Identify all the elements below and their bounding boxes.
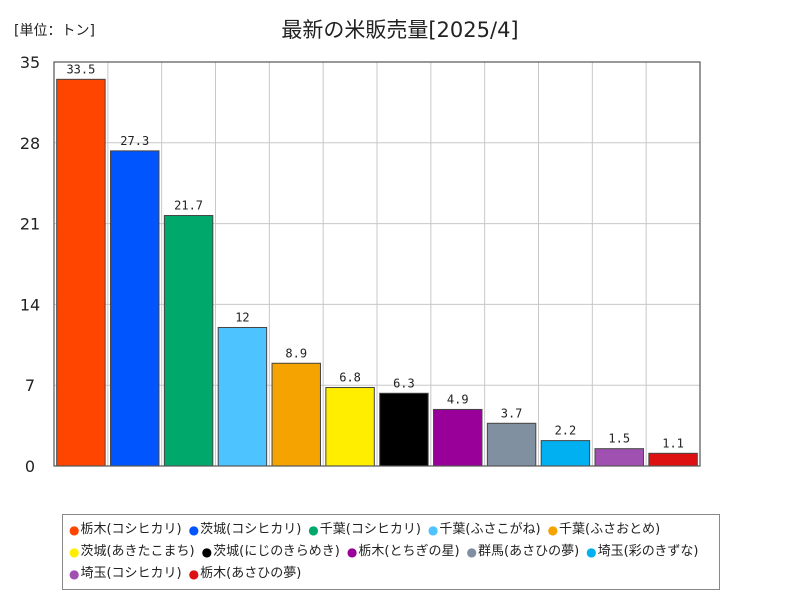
data-label: 6.3 — [393, 376, 415, 390]
bar — [433, 408, 483, 467]
bar — [648, 452, 698, 467]
data-label: 1.1 — [662, 436, 684, 450]
bar — [540, 440, 591, 467]
data-label: 8.9 — [285, 346, 307, 360]
legend-label: 群馬(あさひの夢) — [478, 544, 580, 559]
legend-label: 茨城(あきたこまち) — [80, 544, 195, 559]
legend-label: 埼玉(彩のきずな) — [597, 544, 699, 559]
legend-item: ● 栃木(あさひの夢) — [189, 563, 302, 585]
legend-label: 栃木(あさひの夢) — [200, 566, 302, 581]
y-tick-label: 14 — [20, 295, 40, 314]
legend-marker: ● — [69, 545, 80, 559]
legend-marker: ● — [69, 567, 80, 581]
y-tick-label: 21 — [20, 215, 40, 234]
bar — [486, 422, 537, 467]
y-tick-label: 28 — [20, 134, 40, 153]
legend: ● 栃木(コシヒカリ) ● 茨城(コシヒカリ) ● 千葉(コシヒカリ) ● 千葉(ふさこがね)… — [62, 514, 720, 590]
data-label: 3.7 — [501, 406, 523, 420]
legend-item: ● 群馬(あさひの夢) — [467, 541, 580, 563]
legend-item: ● 埼玉(彩のきずな) — [586, 541, 698, 563]
legend-item: ● 栃木(コシヒカリ) — [69, 519, 182, 541]
legend-marker: ● — [586, 545, 597, 559]
plot-border — [53, 61, 701, 467]
y-tick-label: 7 — [25, 376, 35, 395]
bar — [271, 362, 321, 467]
legend-label: 千葉(ふさおとめ) — [559, 522, 661, 537]
legend-marker: ● — [308, 523, 319, 537]
legend-item: ● 栃木(とちぎの星) — [347, 541, 460, 563]
bar — [56, 78, 106, 467]
data-label: 33.5 — [66, 62, 95, 76]
legend-marker: ● — [188, 567, 200, 581]
bar — [594, 448, 644, 467]
legend-item: ● 千葉(ふさおとめ) — [548, 519, 661, 541]
data-label: 2.2 — [555, 424, 577, 438]
legend-label: 栃木(コシヒカリ) — [80, 522, 182, 537]
bar-chart: 0 7 14 21 28 35 33.5 27.3 21.7 12 8.9 6.8 6.3 4.9 3.7 2… — [20, 53, 701, 476]
bar — [379, 392, 429, 467]
legend-item: ● 千葉(ふさこがね) — [428, 519, 541, 541]
legend-label: 千葉(ふさこがね) — [439, 522, 541, 537]
y-tick-label: 35 — [20, 53, 40, 72]
data-label: 21.7 — [174, 199, 203, 213]
bar — [325, 387, 375, 467]
bar — [110, 150, 160, 467]
legend-item: ● 埼玉(コシヒカリ) — [69, 563, 182, 585]
legend-item: ● 茨城(あきたこまち) — [69, 541, 195, 563]
bar — [163, 215, 214, 467]
legend-marker: ● — [69, 523, 80, 537]
legend-label: 茨城(コシヒカリ) — [200, 522, 302, 537]
unit-label: [単位：トン] — [14, 23, 95, 39]
legend-label: 埼玉(コシヒカリ) — [80, 566, 182, 581]
legend-label: 栃木(とちぎの星) — [358, 544, 460, 559]
legend-item: ● 茨城(コシヒカリ) — [189, 519, 302, 541]
data-label: 6.8 — [339, 371, 361, 385]
y-tick-label: 0 — [25, 457, 35, 476]
legend-marker: ● — [466, 545, 478, 559]
data-label: 1.5 — [608, 432, 630, 446]
data-label: 4.9 — [447, 392, 469, 406]
legend-marker: ● — [346, 545, 358, 559]
legend-marker: ● — [201, 545, 213, 559]
legend-label: 茨城(にじのきらめき) — [213, 544, 340, 559]
legend-item: ● 千葉(コシヒカリ) — [308, 519, 421, 541]
data-label: 12 — [235, 310, 249, 324]
data-label: 27.3 — [120, 134, 149, 148]
legend-item: ● 茨城(にじのきらめき) — [202, 541, 340, 563]
bar — [217, 326, 268, 467]
legend-marker: ● — [547, 523, 559, 537]
legend-marker: ● — [427, 523, 439, 537]
legend-marker: ● — [188, 523, 200, 537]
legend-label: 千葉(コシヒカリ) — [319, 522, 421, 537]
chart-title: 最新の米販売量[2025/4] — [281, 18, 519, 42]
